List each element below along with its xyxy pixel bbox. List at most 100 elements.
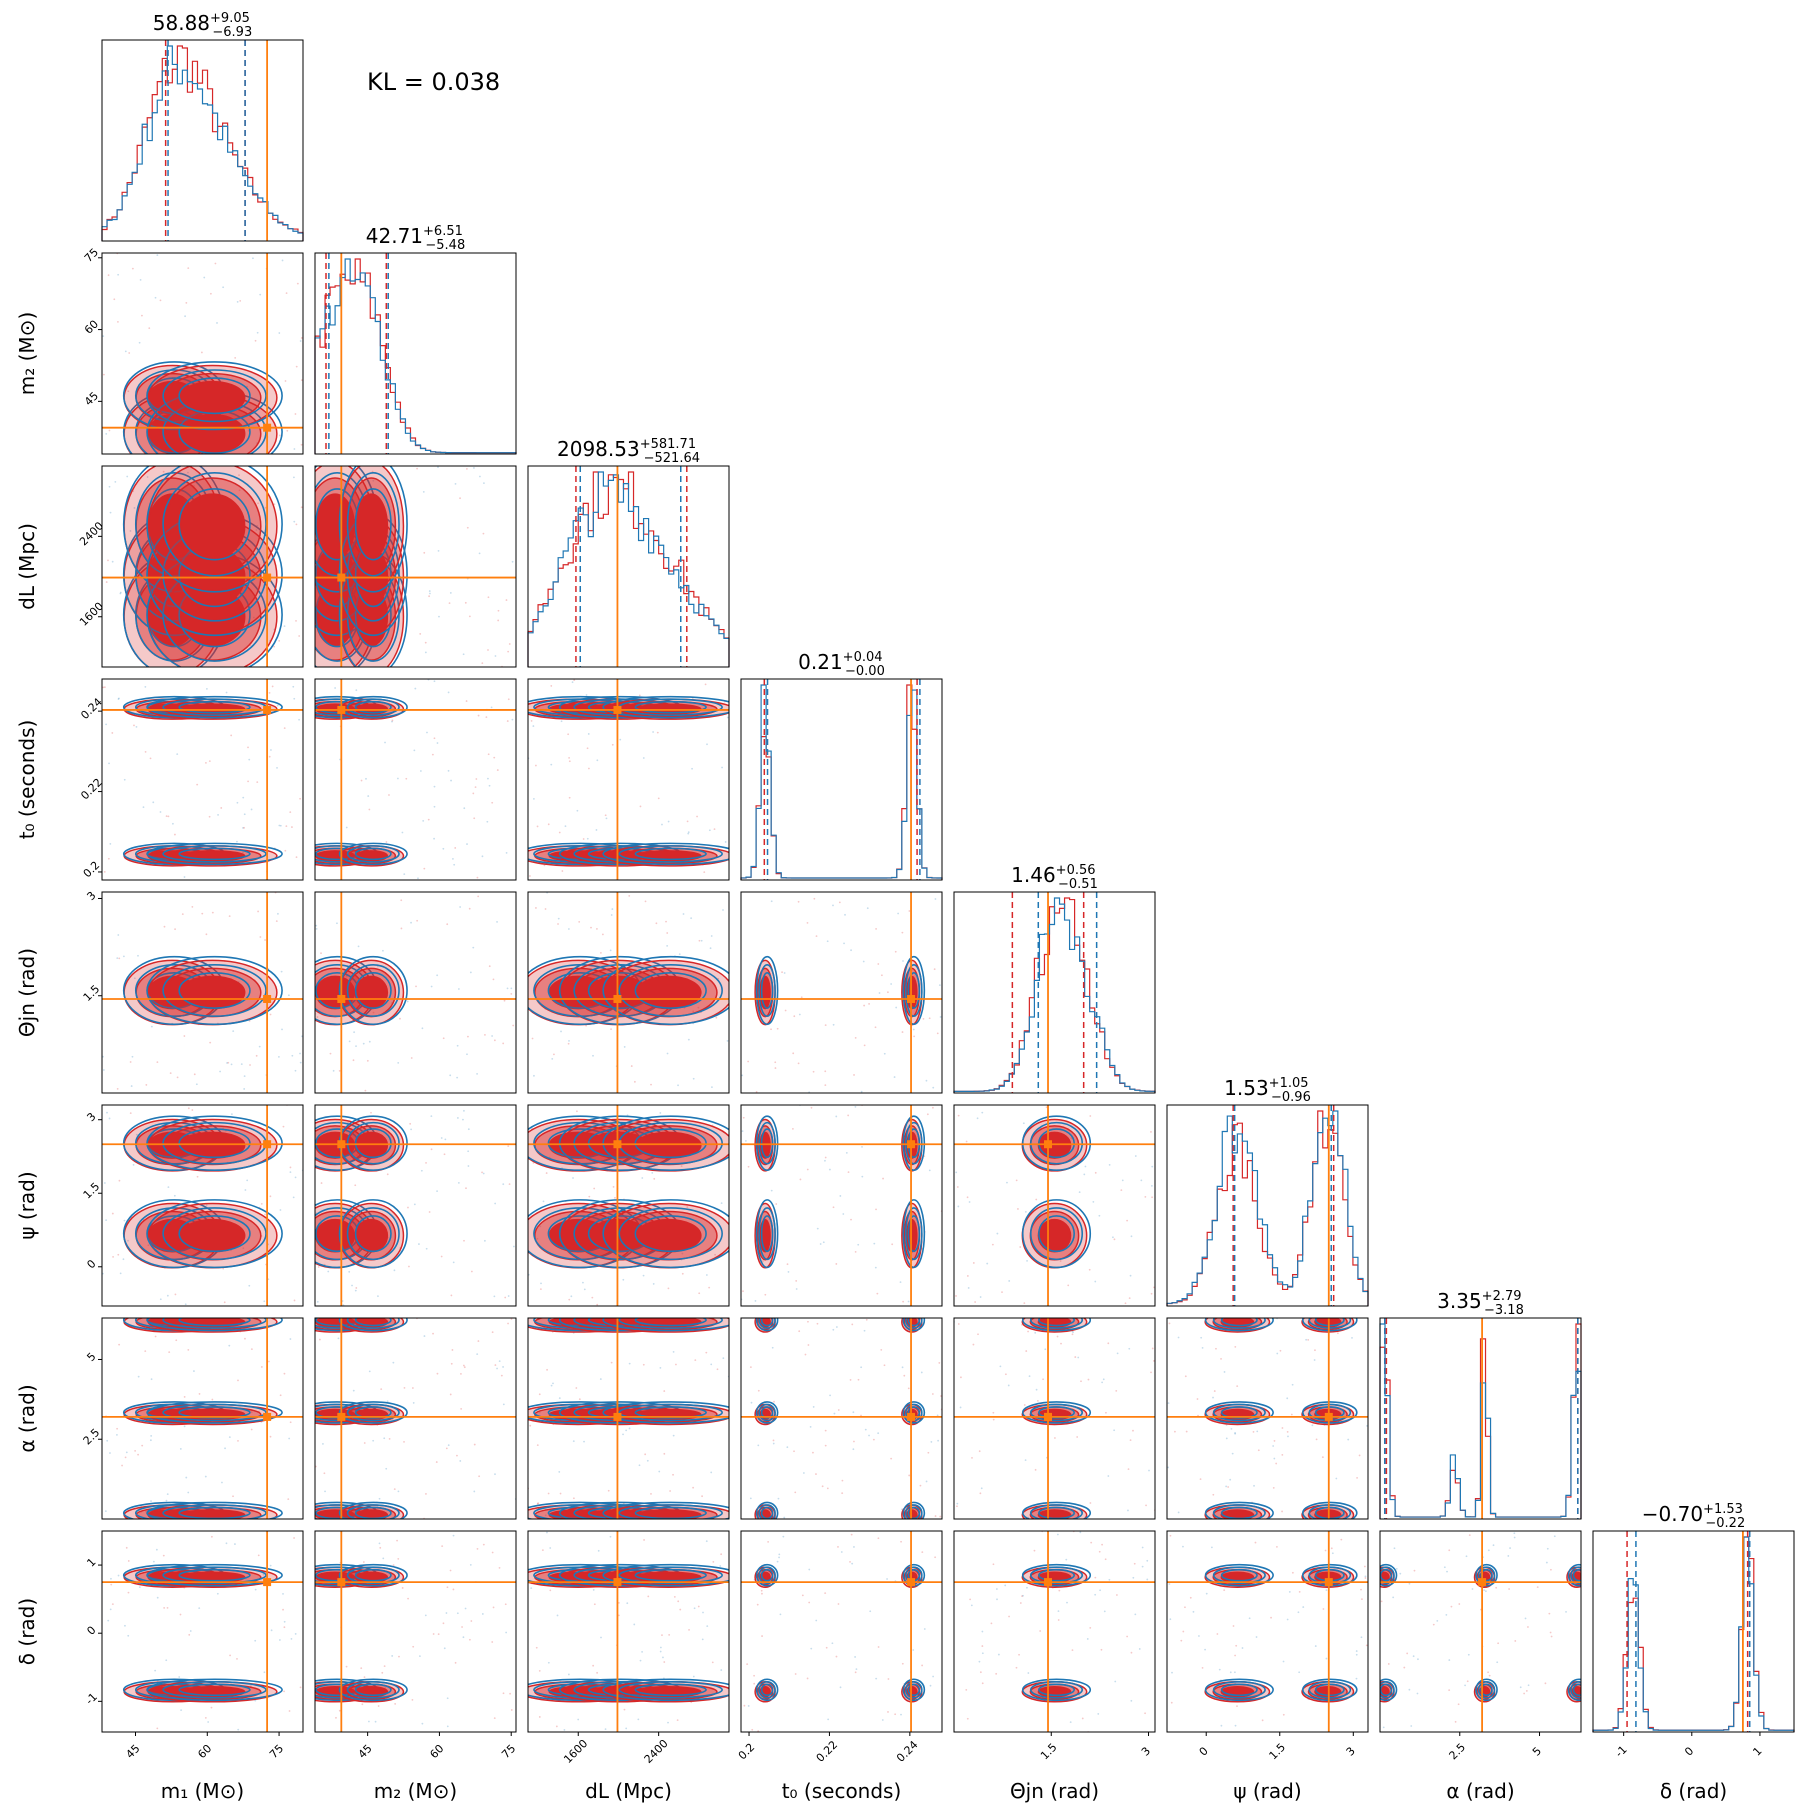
contours [315, 1534, 513, 1728]
sample-point [875, 1677, 878, 1680]
sample-point [348, 1040, 351, 1043]
sample-point [1523, 1692, 1526, 1695]
sample-point [978, 1660, 981, 1663]
sample-point [968, 1201, 971, 1203]
sample-point [259, 293, 262, 296]
sample-point [494, 1364, 497, 1366]
sample-point [720, 1553, 723, 1556]
contour-a [1029, 1207, 1084, 1261]
contour-a [907, 972, 921, 1009]
sample-point [1059, 1260, 1062, 1262]
sample-point [1022, 1122, 1025, 1125]
sample-point [163, 925, 166, 928]
sample-point [1151, 1165, 1154, 1168]
sample-point [141, 1444, 144, 1447]
sample-point [507, 650, 510, 653]
sample-point [137, 1453, 139, 1456]
x-axis-label: ψ (rad) [1233, 1779, 1301, 1803]
sample-point [510, 993, 513, 995]
sample-point [1272, 1445, 1275, 1447]
sample-point [792, 1127, 794, 1130]
sample-point [320, 1182, 323, 1184]
sample-point [468, 907, 471, 910]
sample-point [137, 1375, 140, 1378]
sample-point [874, 1266, 877, 1269]
sample-point [149, 1439, 152, 1442]
sample-point [351, 1284, 353, 1287]
sample-point [706, 743, 708, 746]
sample-point [479, 475, 481, 478]
sample-point [567, 928, 570, 930]
x-axis-label: m₁ (M⊙) [161, 1779, 244, 1803]
sample-point [293, 1537, 295, 1539]
sample-point [1128, 1297, 1131, 1299]
sample-point [510, 1318, 513, 1320]
sample-point [883, 1364, 886, 1367]
sample-point [295, 523, 298, 526]
sample-point [205, 1204, 208, 1207]
contour-a [755, 1199, 779, 1269]
sample-point [878, 992, 881, 994]
contours [528, 679, 729, 877]
sample-point [502, 1403, 505, 1406]
panel-title: 42.71+6.51 −5.48 [366, 224, 465, 253]
sample-point [447, 769, 450, 772]
sample-point [1094, 1593, 1097, 1596]
sample-point [832, 1023, 835, 1026]
contour-a [162, 1681, 267, 1699]
sample-point [656, 731, 659, 734]
sample-point [1171, 1671, 1173, 1674]
panel-title: 58.88+9.05 −6.93 [153, 11, 252, 40]
sample-point [1042, 1378, 1044, 1381]
sample-point [673, 1595, 676, 1598]
sample-point [960, 1376, 962, 1379]
sample-point [1148, 1469, 1150, 1472]
sample-point [204, 1716, 207, 1719]
sample-point [316, 1300, 319, 1303]
sample-point [481, 662, 484, 665]
sample-point [256, 781, 259, 784]
panel-frame [101, 465, 304, 668]
sample-point [398, 1655, 400, 1658]
sample-point [355, 1045, 357, 1047]
sample-point [929, 1684, 932, 1687]
sample-point [676, 1719, 679, 1722]
sample-point [507, 1322, 509, 1325]
sample-point [832, 1206, 835, 1209]
sample-point [538, 1669, 541, 1672]
contour-a [1038, 1568, 1075, 1582]
sample-point [551, 1057, 554, 1060]
sample-point [1066, 1601, 1068, 1604]
contour-a [338, 955, 408, 1026]
sample-point [433, 680, 436, 683]
sample-point [1286, 1430, 1289, 1433]
sample-point [1450, 1605, 1453, 1608]
contours [102, 1105, 303, 1306]
sample-point [428, 1211, 431, 1213]
sample-point [1495, 1586, 1498, 1589]
sample-point [882, 1177, 884, 1180]
sample-point [260, 1202, 263, 1205]
sample-point [180, 1709, 183, 1711]
sample-point [1536, 1586, 1539, 1589]
sample-point [507, 698, 510, 701]
sample-point [242, 1247, 245, 1250]
sample-point [926, 1113, 929, 1116]
sample-point [839, 1195, 842, 1197]
sample-point [1094, 1280, 1097, 1283]
sample-point [966, 1196, 969, 1199]
sample-point [362, 1042, 365, 1045]
sample-point [478, 1475, 481, 1478]
sample-point [403, 873, 406, 876]
sample-point [1212, 1396, 1214, 1399]
sample-point [149, 757, 152, 760]
hist-series_a [1592, 1536, 1795, 1732]
panel-frame [740, 678, 943, 881]
sample-point [854, 1671, 857, 1674]
contour-a [1038, 1318, 1075, 1327]
sample-point [236, 1657, 238, 1660]
contour-a [346, 1681, 400, 1699]
sample-point [138, 1586, 141, 1589]
contour-a [755, 1678, 779, 1702]
sample-point [542, 1200, 545, 1203]
